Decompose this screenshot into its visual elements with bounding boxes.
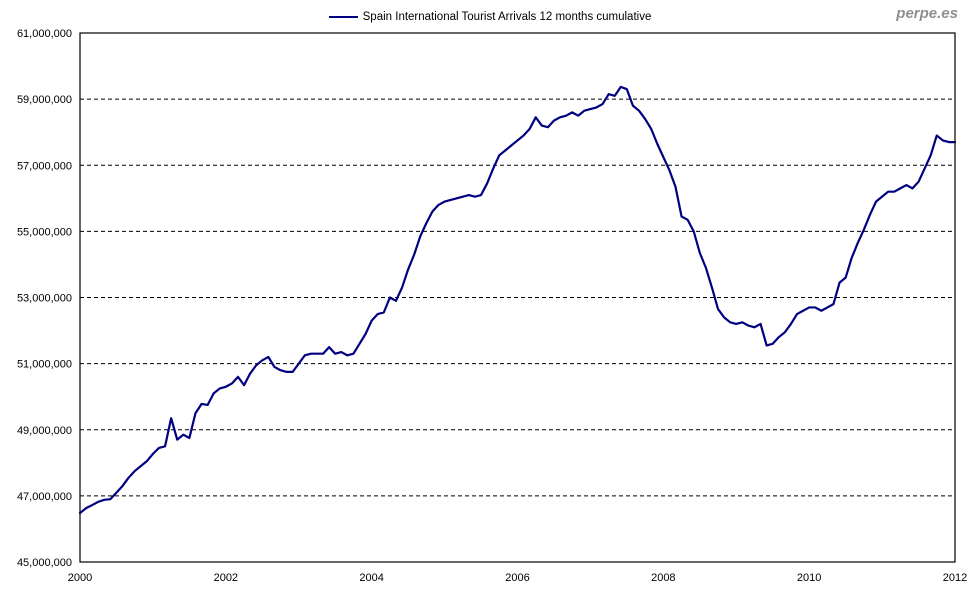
x-tick-label: 2002 xyxy=(214,572,238,584)
y-tick-label: 57,000,000 xyxy=(17,160,72,172)
x-tick-label: 2010 xyxy=(797,572,821,584)
x-tick-label: 2008 xyxy=(651,572,675,584)
x-tick-label: 2000 xyxy=(68,572,92,584)
y-tick-label: 55,000,000 xyxy=(17,226,72,238)
plot-border xyxy=(79,32,956,563)
y-tick-label: 59,000,000 xyxy=(17,94,72,106)
y-tick-label: 47,000,000 xyxy=(17,491,72,503)
x-tick-label: 2004 xyxy=(359,572,383,584)
y-tick-label: 53,000,000 xyxy=(17,293,72,305)
legend-line-sample-icon xyxy=(328,16,358,18)
y-tick-label: 51,000,000 xyxy=(17,359,72,371)
y-tick-label: 49,000,000 xyxy=(17,425,72,437)
data-series-line xyxy=(78,85,957,515)
y-tick-label: 45,000,000 xyxy=(17,557,72,569)
x-tick-label: 2012 xyxy=(943,572,967,584)
x-tick-label: 2006 xyxy=(505,572,529,584)
watermark: perpe.es xyxy=(896,5,958,22)
legend-label: Spain International Tourist Arrivals 12 … xyxy=(362,11,652,23)
chart-legend: Spain International Tourist Arrivals 12 … xyxy=(0,9,980,25)
y-tick-label: 61,000,000 xyxy=(17,28,72,40)
